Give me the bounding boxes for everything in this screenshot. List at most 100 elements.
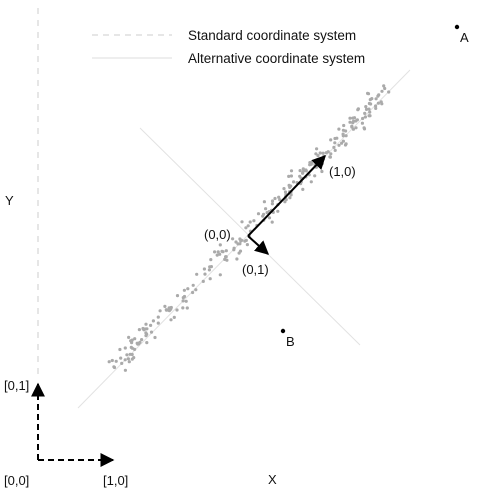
- scatter-point: [374, 97, 378, 101]
- scatter-point: [175, 294, 180, 298]
- scatter-point: [344, 134, 348, 138]
- legend: Standard coordinate system Alternative c…: [92, 28, 365, 66]
- scatter-point: [351, 127, 355, 131]
- scatter-point: [363, 111, 367, 115]
- scatter-point: [191, 290, 195, 295]
- scatter-point: [243, 239, 247, 243]
- scatter-point: [340, 141, 344, 145]
- scatter-point: [209, 258, 213, 262]
- y-axis-label: Y: [5, 193, 14, 208]
- scatter-point: [329, 138, 333, 142]
- scatter-point: [218, 273, 222, 277]
- scatter-point: [283, 200, 287, 204]
- scatter-point: [264, 207, 268, 211]
- scatter-point: [364, 107, 369, 111]
- x-axis-label: X: [268, 472, 277, 487]
- scatter-point: [133, 347, 137, 351]
- scatter-point: [278, 198, 282, 202]
- scatter-point: [326, 150, 330, 154]
- scatter-point: [149, 330, 154, 334]
- scatter-point: [283, 190, 288, 194]
- scatter-point: [314, 152, 318, 156]
- scatter-point: [182, 288, 186, 292]
- scatter-point: [273, 196, 277, 201]
- scatter-point: [153, 335, 157, 340]
- scatter-point: [156, 321, 160, 325]
- scatter-point: [248, 220, 252, 224]
- scatter-point: [181, 299, 185, 303]
- scatter-point: [140, 338, 144, 342]
- point-b-marker: [280, 328, 286, 334]
- scatter-point: [123, 346, 127, 350]
- scatter-point: [313, 174, 317, 178]
- scatter-point: [363, 115, 367, 119]
- scatter-point: [355, 118, 359, 122]
- scatter-point: [362, 127, 367, 131]
- scatter-point: [236, 242, 240, 246]
- scatter-point: [361, 116, 365, 121]
- scatter-point: [364, 105, 368, 109]
- scatter-point: [125, 353, 129, 357]
- point-a-label: A: [460, 30, 469, 45]
- scatter-point: [136, 342, 140, 346]
- scatter-point: [341, 128, 345, 132]
- scatter-point: [231, 237, 235, 241]
- scatter-point: [262, 200, 266, 204]
- scatter-point: [218, 243, 222, 247]
- scatter-point: [118, 347, 122, 352]
- scatter-point: [252, 219, 256, 223]
- scatter-point: [191, 283, 195, 287]
- scatter-point: [370, 97, 374, 101]
- scatter-point: [123, 368, 127, 372]
- standard-y-unit-label: [0,1]: [4, 378, 29, 393]
- scatter-point: [169, 305, 173, 310]
- scatter-point: [145, 327, 149, 331]
- scatter-point: [240, 220, 244, 224]
- scatter-point: [186, 287, 190, 291]
- scatter-point: [175, 308, 179, 312]
- scatter-point: [328, 155, 332, 159]
- scatter-point: [376, 101, 380, 105]
- scatter-point: [120, 361, 124, 365]
- scatter-point: [380, 102, 384, 106]
- scatter-point: [213, 250, 217, 254]
- scatter-point: [128, 352, 132, 356]
- scatter-point: [265, 211, 269, 215]
- scatter-point: [289, 169, 294, 173]
- scatter-point: [234, 240, 238, 244]
- scatter-point: [366, 91, 370, 95]
- scatter-point: [130, 357, 134, 361]
- scatter-point: [195, 272, 199, 276]
- scatter-point: [270, 199, 275, 203]
- scatter-point: [318, 151, 322, 155]
- scatter-point: [130, 338, 134, 342]
- scatter-point: [301, 167, 305, 171]
- scatter-point: [185, 306, 189, 310]
- scatter-point: [141, 326, 145, 331]
- scatter-point: [216, 250, 220, 254]
- scatter-point: [332, 145, 336, 149]
- scatter-point: [316, 154, 320, 158]
- scatter-point: [220, 249, 224, 253]
- scatter-point: [320, 162, 324, 166]
- scatter-point: [350, 124, 354, 128]
- alternative-v-arrow: [247, 235, 270, 255]
- point-a-marker: [454, 24, 460, 30]
- scatter-point: [380, 89, 384, 93]
- scatter-point: [182, 294, 187, 299]
- scatter-point: [309, 161, 314, 165]
- scatter-point: [215, 253, 219, 257]
- scatter-point: [342, 123, 346, 128]
- scatter-point: [223, 257, 227, 261]
- scatter-point: [119, 356, 123, 360]
- scatter-point: [288, 196, 292, 200]
- scatter-point: [377, 93, 381, 97]
- alternative-u-unit-label: (1,0): [329, 164, 356, 179]
- scatter-point: [130, 341, 134, 345]
- scatter-point: [288, 185, 292, 189]
- alternative-origin-label: (0,0): [204, 227, 231, 242]
- scatter-point: [301, 187, 305, 191]
- scatter-point: [127, 335, 131, 339]
- scatter-point: [282, 187, 286, 191]
